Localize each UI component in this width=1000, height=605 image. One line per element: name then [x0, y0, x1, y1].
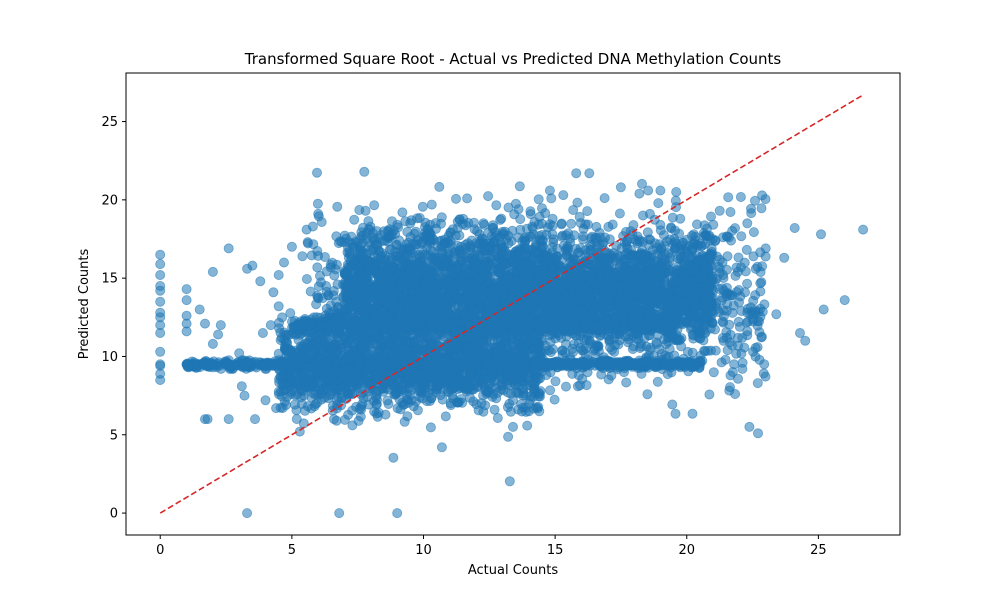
data-point [417, 201, 428, 212]
data-point [492, 412, 503, 423]
data-point [388, 452, 399, 463]
data-point [621, 356, 632, 367]
data-point [275, 327, 286, 338]
data-point [519, 363, 530, 374]
points-layer [155, 166, 869, 519]
data-point [289, 352, 300, 363]
data-point [259, 360, 270, 371]
data-point [550, 376, 561, 387]
data-point [395, 404, 406, 415]
data-point [440, 411, 451, 422]
data-point [491, 393, 502, 404]
data-point [514, 373, 525, 384]
data-point [285, 308, 296, 319]
data-point [437, 394, 448, 405]
data-point [424, 395, 435, 406]
data-point [290, 390, 301, 401]
data-point [291, 405, 302, 416]
data-point [425, 422, 436, 433]
data-point [503, 431, 514, 442]
data-point [316, 388, 327, 399]
data-point [566, 218, 577, 229]
data-point [383, 398, 394, 409]
data-point [528, 364, 539, 375]
data-point [490, 374, 501, 385]
data-point [464, 380, 475, 391]
data-point [423, 387, 434, 398]
data-point [449, 370, 460, 381]
data-point [273, 389, 284, 400]
data-point [535, 386, 546, 397]
data-point [403, 397, 414, 408]
data-point [399, 416, 410, 427]
data-point [532, 403, 543, 414]
data-point [242, 357, 253, 368]
data-point [480, 400, 491, 411]
data-point [450, 193, 461, 204]
data-point [468, 396, 479, 407]
data-point [533, 194, 544, 205]
data-point [277, 312, 288, 323]
data-point [273, 355, 284, 366]
data-point [354, 403, 365, 414]
data-point [506, 370, 517, 381]
data-point [298, 418, 309, 429]
data-point [275, 371, 286, 382]
